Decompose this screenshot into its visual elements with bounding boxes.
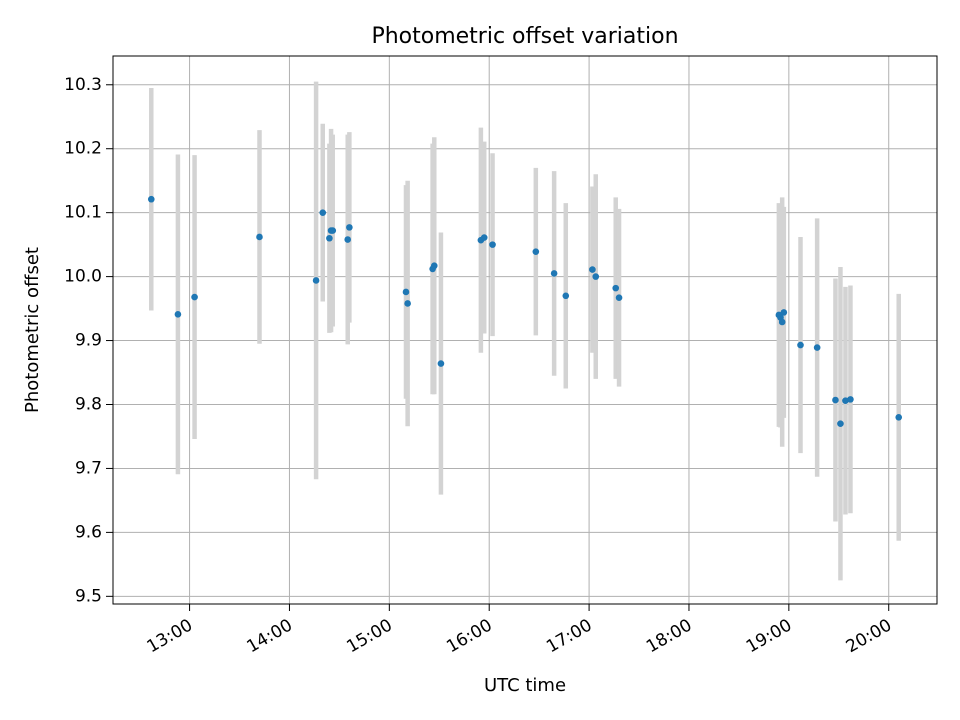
data-point: [312, 277, 320, 284]
grid: [113, 56, 937, 604]
data-point: [256, 233, 263, 241]
y-axis-ticks: 9.5 9.6 9.7 9.8 9.9 10.0 10.1 10.2 10.3: [64, 75, 113, 606]
data-point: [147, 195, 155, 203]
data-point: [532, 248, 540, 255]
y-tick-label: 10.0: [64, 267, 102, 287]
y-tick-label: 9.5: [75, 586, 102, 606]
y-tick-label: 9.9: [75, 331, 102, 351]
data-point: [837, 420, 844, 427]
data-point: [489, 241, 496, 248]
plot-frame: [112, 55, 938, 605]
y-tick-label: 9.8: [75, 394, 102, 414]
data-point: [437, 360, 445, 367]
data-point: [842, 397, 849, 404]
data-point: [550, 270, 558, 277]
data-point: [813, 344, 821, 351]
data-point: [847, 396, 854, 403]
data-point: [612, 284, 620, 292]
data-point: [592, 273, 600, 280]
data-point: [562, 292, 570, 300]
data-point: [480, 234, 488, 241]
plot-area: [113, 56, 937, 604]
data-point: [344, 236, 352, 243]
data-point: [404, 300, 411, 307]
data-point: [615, 294, 623, 302]
data-point: [797, 341, 804, 349]
y-axis-label: Photometric offset: [22, 247, 43, 413]
y-tick-label: 10.2: [64, 139, 102, 159]
data-point: [346, 224, 353, 231]
x-axis-label: UTC time: [484, 675, 566, 696]
data-point: [589, 266, 596, 273]
y-tick-label: 9.7: [75, 458, 102, 478]
data-points: [147, 195, 903, 427]
y-tick-label: 10.3: [64, 75, 102, 95]
data-point: [895, 413, 903, 421]
data-point: [326, 234, 333, 242]
chart-title: Photometric offset variation: [371, 24, 678, 49]
data-point: [832, 396, 839, 404]
y-tick-label: 10.1: [64, 203, 102, 223]
data-point: [191, 293, 198, 301]
data-point: [402, 288, 410, 296]
y-tick-label: 9.6: [75, 522, 102, 542]
data-point: [778, 318, 786, 326]
data-point: [780, 309, 788, 316]
data-point: [319, 209, 327, 216]
data-point: [329, 227, 337, 234]
data-point: [430, 262, 438, 270]
data-point: [174, 311, 182, 318]
